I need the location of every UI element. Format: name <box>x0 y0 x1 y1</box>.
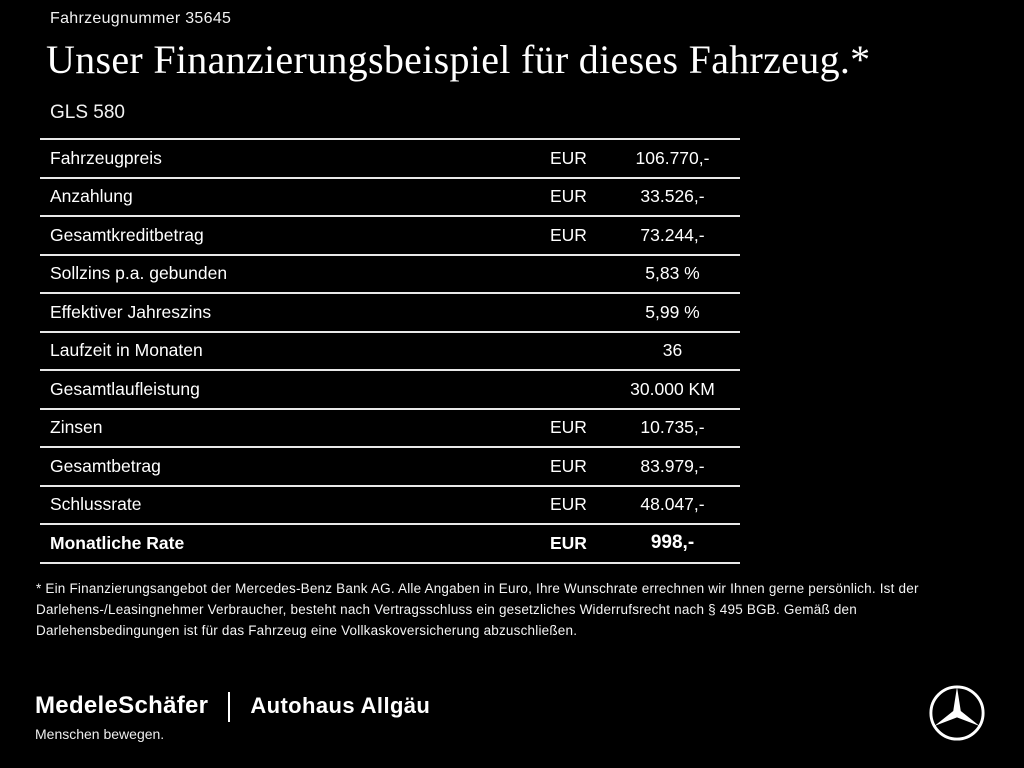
row-label: Anzahlung <box>50 186 133 207</box>
table-row: Laufzeit in Monaten 36 <box>40 330 740 370</box>
table-row-monthly-rate: Monatliche Rate EUR 998,- <box>40 523 740 562</box>
financing-table: Fahrzeugpreis EUR 106.770,- Anzahlung EU… <box>40 138 740 564</box>
row-value: 83.979,- <box>640 455 705 476</box>
row-label: Zinsen <box>50 417 103 438</box>
row-label: Laufzeit in Monaten <box>50 340 203 361</box>
table-row: Sollzins p.a. gebunden 5,83 % <box>40 253 740 293</box>
row-label: Sollzins p.a. gebunden <box>50 263 228 284</box>
row-currency: EUR <box>550 224 587 245</box>
table-row: Effektiver Jahreszins 5,99 % <box>40 292 740 331</box>
row-value: 10.735,- <box>640 417 705 438</box>
row-value: 5,83 % <box>645 263 700 284</box>
row-label: Monatliche Rate <box>50 532 185 553</box>
table-row: Gesamtlaufleistung 30.000 KM <box>40 369 740 408</box>
dealer-tagline: Menschen bewegen. <box>35 726 165 742</box>
row-label: Schlussrate <box>50 494 142 515</box>
row-label: Gesamtbetrag <box>50 455 161 476</box>
row-value: 73.244,- <box>640 224 705 245</box>
row-label: Gesamtlaufleistung <box>50 378 200 399</box>
row-label: Fahrzeugpreis <box>50 147 162 168</box>
row-currency: EUR <box>550 532 587 553</box>
row-label: Effektiver Jahreszins <box>50 301 212 322</box>
table-row: Zinsen EUR 10.735,- <box>40 407 740 447</box>
vehicle-model: GLS 580 <box>50 102 125 123</box>
disclaimer-text: * Ein Finanzierungsangebot der Mercedes-… <box>36 581 919 638</box>
footer-divider <box>228 692 231 722</box>
footer: MedeleSchäfer Menschen bewegen. Autohaus… <box>35 685 989 742</box>
page-title: Unser Finanzierungsbeispiel für dieses F… <box>46 37 871 82</box>
row-value: 30.000 KM <box>630 378 715 399</box>
dealer-block: MedeleSchäfer Menschen bewegen. <box>35 692 208 742</box>
row-currency: EUR <box>550 494 587 515</box>
dealer-secondary-name: Autohaus Allgäu <box>250 693 431 718</box>
row-value: 998,- <box>650 532 695 554</box>
row-currency: EUR <box>550 147 587 168</box>
row-value: 106.770,- <box>635 147 710 168</box>
table-row: Fahrzeugpreis EUR 106.770,- <box>40 138 740 177</box>
mercedes-star-icon <box>928 684 986 747</box>
row-value: 36 <box>662 340 683 361</box>
row-currency: EUR <box>550 417 587 438</box>
row-value: 5,99 % <box>645 301 700 322</box>
row-currency: EUR <box>550 455 587 476</box>
vehicle-number: Fahrzeugnummer 35645 <box>50 10 232 27</box>
row-value: 48.047,- <box>640 494 705 515</box>
dealer-name: MedeleSchäfer <box>35 692 209 719</box>
row-label: Gesamtkreditbetrag <box>50 224 204 245</box>
table-row: Gesamtkreditbetrag EUR 73.244,- <box>40 215 740 254</box>
row-value: 33.526,- <box>640 186 705 207</box>
table-row: Anzahlung EUR 33.526,- <box>40 176 740 216</box>
table-row: Schlussrate EUR 48.047,- <box>40 484 740 524</box>
row-currency: EUR <box>550 186 587 207</box>
table-row: Gesamtbetrag EUR 83.979,- <box>40 446 740 485</box>
